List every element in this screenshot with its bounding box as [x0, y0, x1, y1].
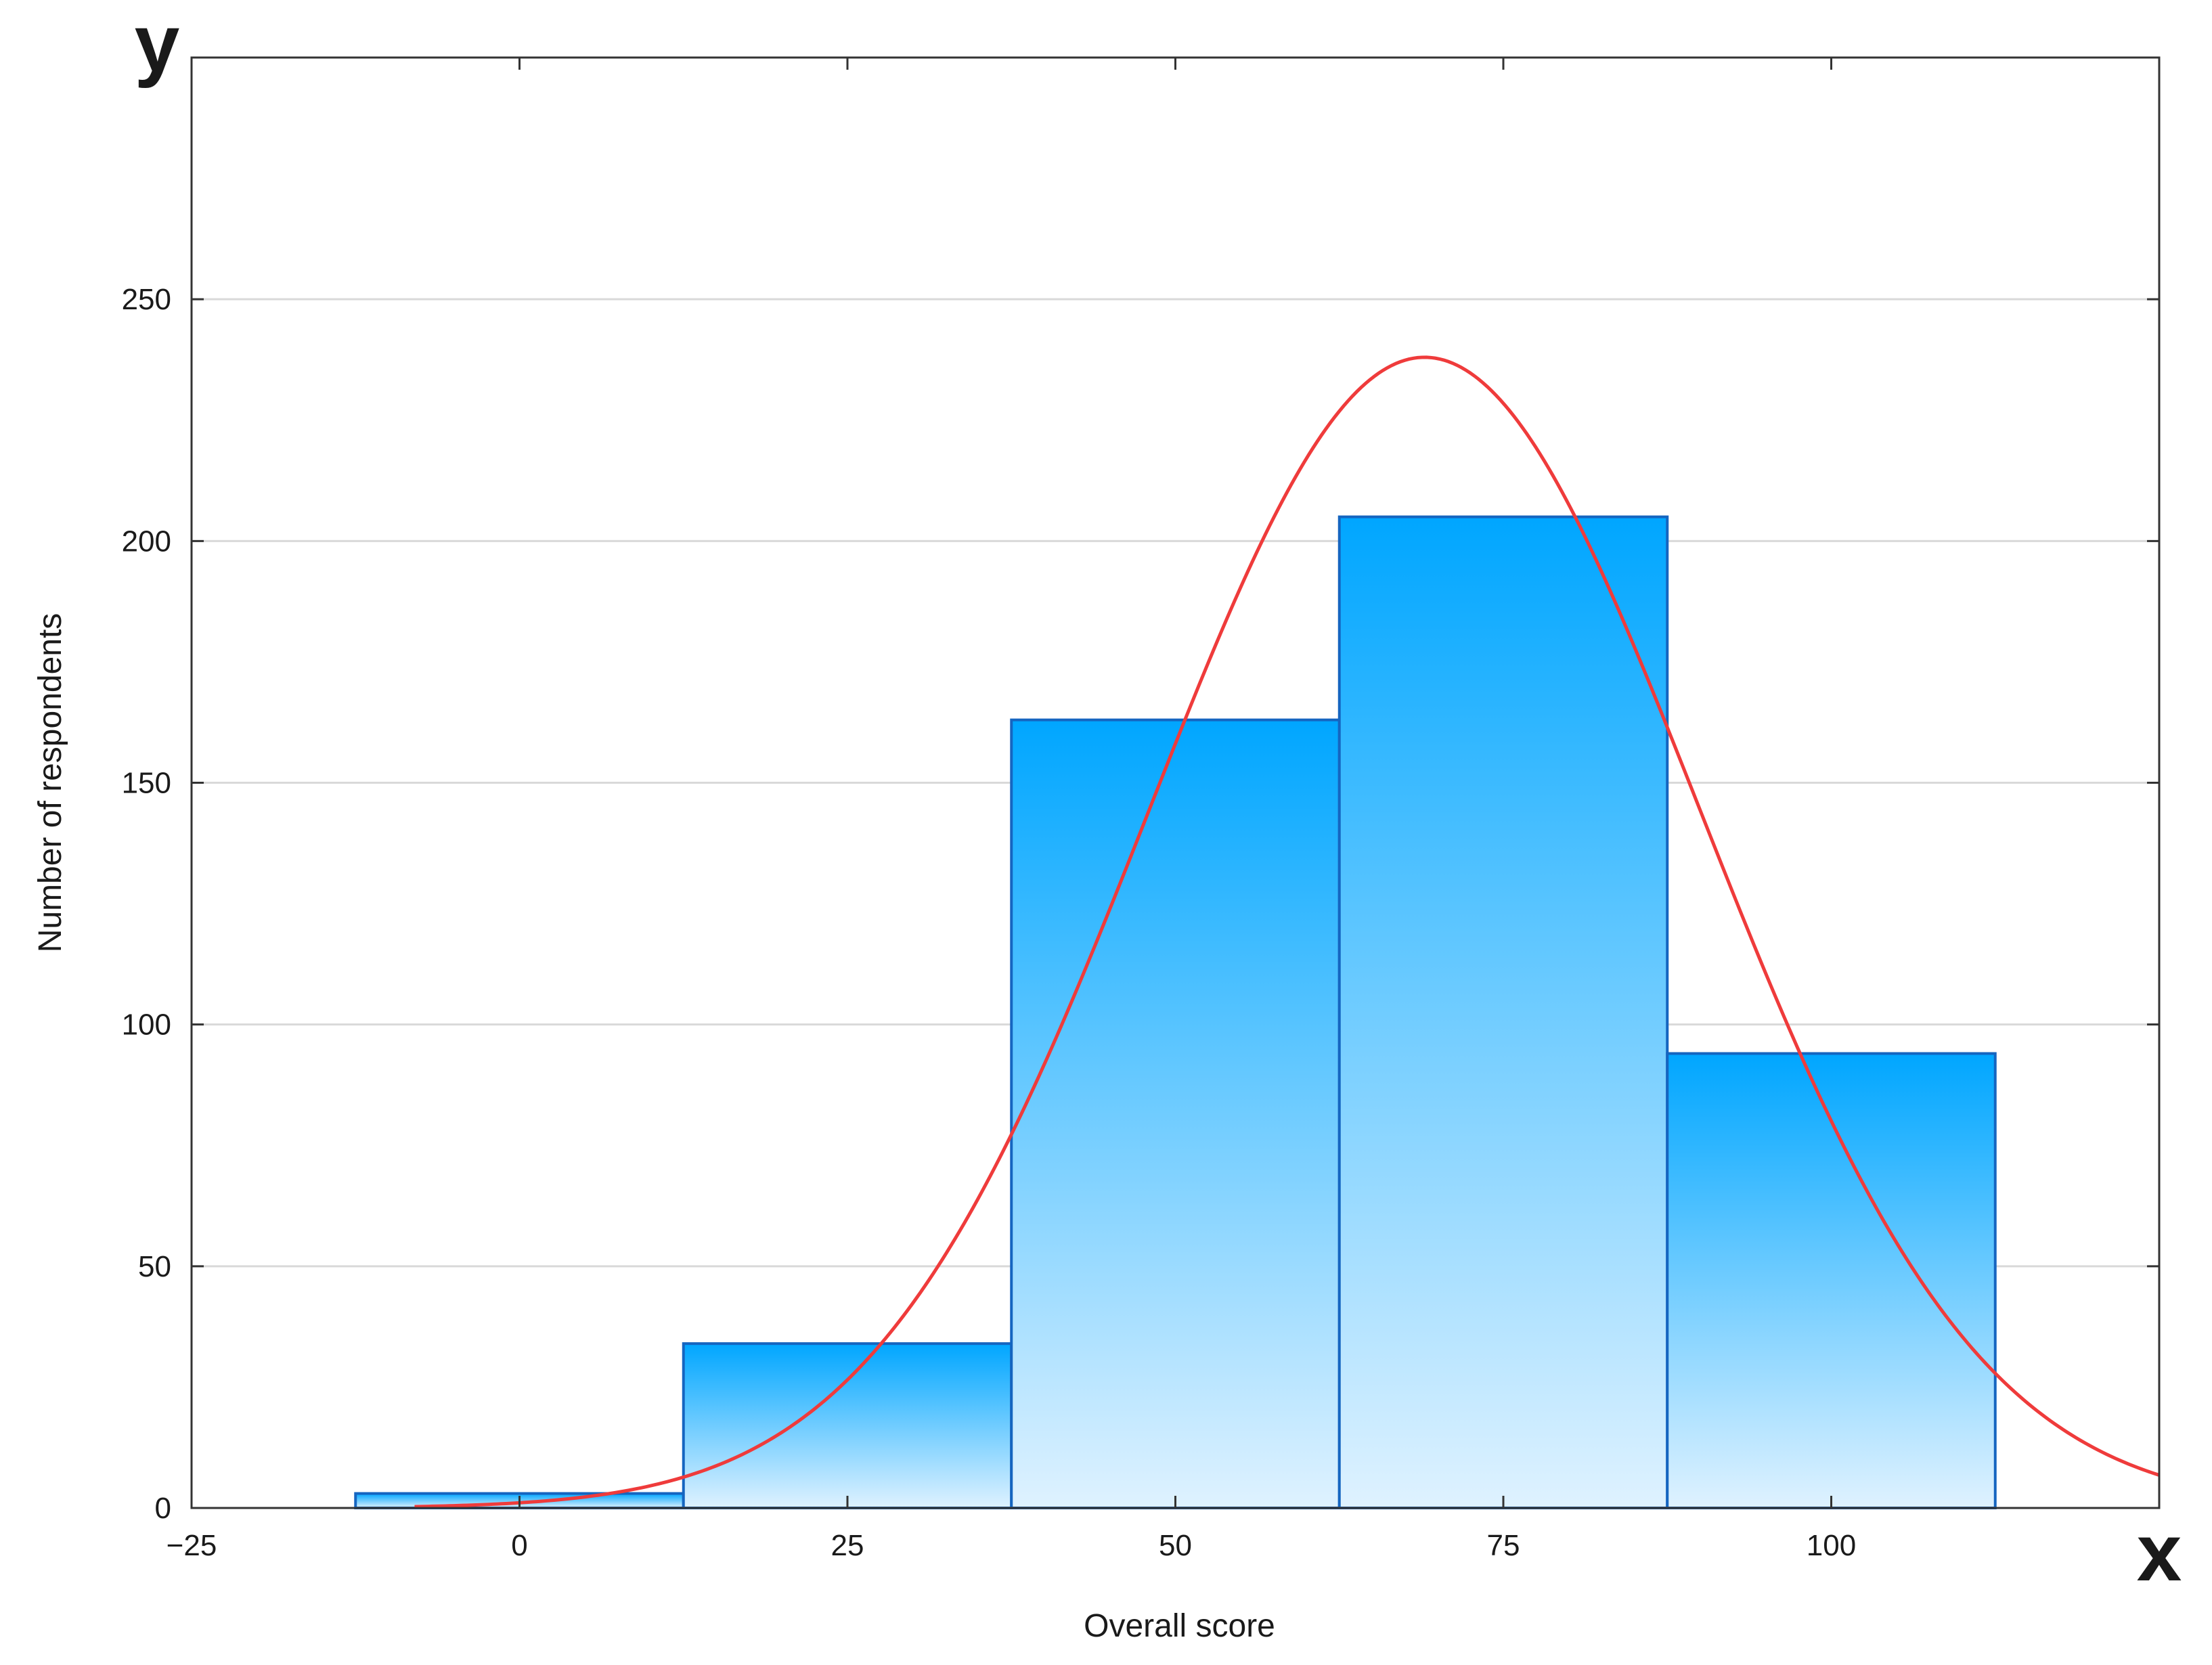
y-tick-label-150: 150: [122, 767, 171, 800]
y-axis-title: Number of respondents: [32, 613, 68, 953]
y-axis-corner-letter: y: [135, 0, 180, 89]
y-tick-label-0: 0: [155, 1492, 171, 1525]
normal-curve: [414, 355, 2159, 1508]
y-tick-label-200: 200: [122, 525, 171, 558]
x-tick-label-0: −25: [167, 1529, 217, 1562]
x-axis-title: Overall score: [1084, 1608, 1275, 1644]
histogram-bar-5: [1666, 1052, 1997, 1509]
x-tick-label-5: 100: [1807, 1529, 1856, 1562]
x-axis-corner-letter: x: [2137, 1507, 2182, 1598]
axis-ticks: 0 50 100 150 200 250 −25 0 25 50 75 100: [122, 58, 2159, 1562]
histogram-bar-3: [1010, 718, 1341, 1509]
x-tick-label-3: 50: [1159, 1529, 1192, 1562]
y-tick-label-250: 250: [122, 283, 171, 316]
histogram-bar-4: [1337, 515, 1669, 1509]
normal-curve-layer: [414, 355, 2159, 1508]
x-tick-label-4: 75: [1487, 1529, 1520, 1562]
histogram-bar-2: [682, 1342, 1013, 1510]
y-tick-label-100: 100: [122, 1008, 171, 1042]
y-tick-label-50: 50: [138, 1250, 171, 1283]
x-tick-label-1: 0: [511, 1529, 527, 1562]
x-tick-label-2: 25: [831, 1529, 864, 1562]
histogram-bars: [354, 515, 1997, 1510]
